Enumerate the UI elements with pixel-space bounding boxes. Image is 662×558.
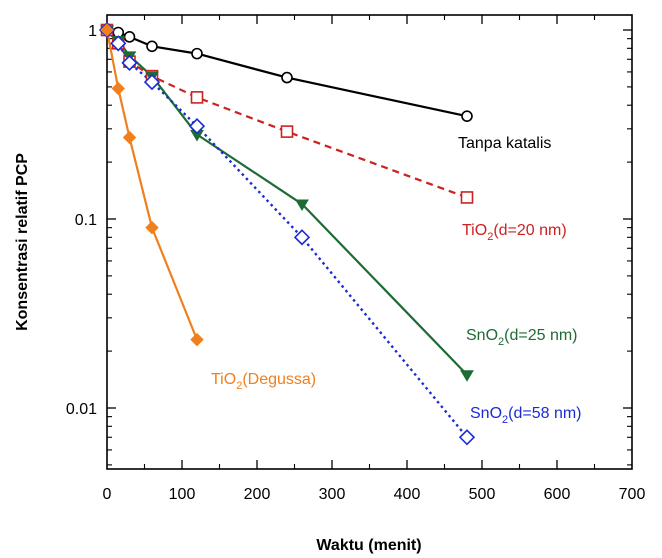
data-point [111,81,125,96]
data-point [100,23,114,37]
data-point [295,199,309,212]
data-point [460,191,474,204]
x-tick-label: 200 [244,486,271,503]
data-point [458,429,476,446]
data-point [123,31,136,43]
x-tick-label: 500 [469,486,496,503]
series-label: SnO2(d=58 nm) [470,405,582,426]
data-point [143,73,161,91]
data-point [280,125,294,138]
series-markers [98,21,476,446]
y-tick-label: 0.1 [75,212,97,229]
series-label: TiO2(Degussa) [211,371,316,392]
series-label: Tanpa katalis [458,135,551,152]
data-point [190,332,204,347]
y-tick-label: 0.01 [66,401,97,418]
x-tick-label: 100 [169,486,196,503]
x-tick-label: 700 [619,486,646,503]
x-tick-label: 0 [103,486,112,503]
data-point [460,370,474,382]
series-line [106,29,468,199]
data-point [110,35,127,52]
data-point [122,130,137,145]
plot-frame [106,14,633,470]
series-label: SnO2(d=25 nm) [466,327,578,348]
data-point [188,118,206,135]
x-axis-label: Waktu (menit) [316,537,421,554]
data-point [191,47,203,60]
y-axis-label: Konsentrasi relatif PCP [14,153,31,331]
data-point [190,91,204,104]
x-tick-label: 400 [394,486,421,503]
data-point [146,40,158,53]
series-labels: Tanpa katalis TiO2(d=20 nm) SnO2(d=25 nm) S… [211,135,582,426]
x-tick-label: 600 [544,486,571,503]
data-point [461,110,473,122]
series-label: TiO2(d=20 nm) [462,222,567,243]
data-point [121,54,138,72]
data-point [281,71,293,84]
axis-ticks: 0 100 200 300 400 500 600 700 1 0.1 0.01 [66,15,646,503]
data-point [293,229,311,246]
y-tick-label: 1 [88,23,97,40]
data-point [145,220,159,235]
x-tick-label: 300 [319,486,346,503]
